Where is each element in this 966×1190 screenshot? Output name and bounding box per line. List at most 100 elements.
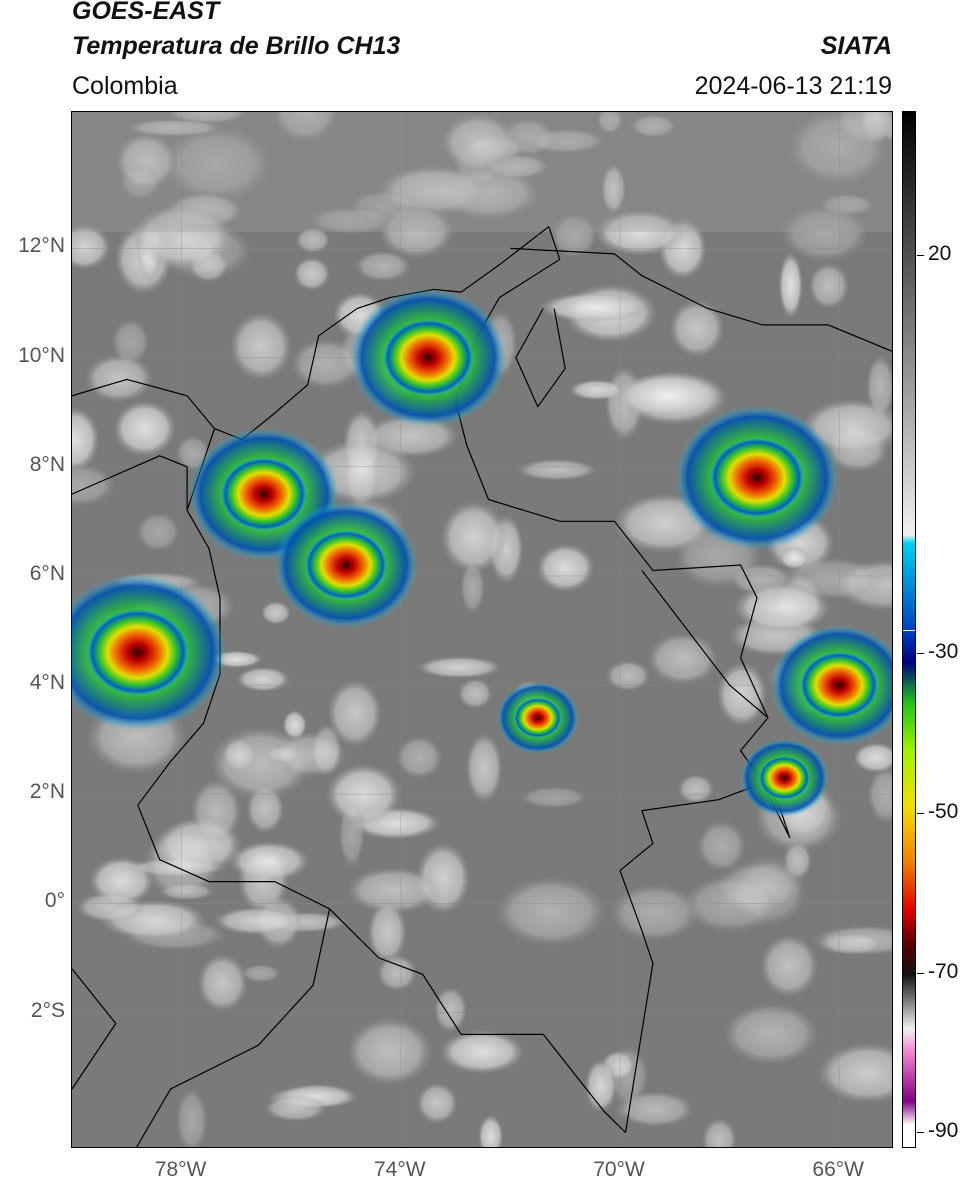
cloud-patch: [346, 867, 441, 914]
border-line: [72, 455, 188, 511]
cloud-patch: [213, 906, 300, 935]
colorbar-tick-label: -30: [928, 640, 959, 664]
region-label: Colombia: [72, 72, 178, 100]
satellite-map[interactable]: [71, 111, 893, 1148]
cloud-patch: [282, 710, 307, 740]
cloud-patch: [697, 820, 746, 872]
cloud-patch: [460, 560, 485, 615]
cloud-patch: [779, 546, 810, 569]
cloud-patch: [136, 512, 181, 552]
lat-tick-label: 10°N: [18, 343, 65, 367]
uraba-cell[interactable]: [219, 456, 308, 532]
cloud-patch: [308, 207, 395, 234]
venezuela-east-cell[interactable]: [799, 651, 880, 720]
catatumbo-cell[interactable]: [382, 318, 475, 397]
colorbar-tick: [917, 972, 924, 974]
cloud-patch: [126, 119, 222, 137]
cloud-patch: [260, 601, 291, 625]
cloud-patch: [569, 379, 626, 401]
cloud-patch: [817, 1042, 892, 1104]
colorbar-tick: [917, 653, 924, 655]
amazon-cell[interactable]: [758, 755, 811, 800]
cloud-patch: [536, 543, 595, 592]
cloud-patch: [263, 1094, 328, 1122]
cloud-patch: [228, 841, 310, 882]
cloud-patch: [416, 1082, 458, 1124]
cloud-patch: [478, 1114, 504, 1147]
cloud-patch: [441, 113, 517, 172]
cloud-patch: [630, 114, 677, 138]
cloud-patch: [72, 406, 100, 473]
cloud-patch: [702, 1117, 737, 1147]
colorbar-tick: [917, 1132, 924, 1134]
antioquia-cell[interactable]: [304, 529, 388, 601]
lat-tick-label: 2°N: [29, 780, 65, 804]
pacific-cell[interactable]: [85, 608, 190, 697]
cloud-band: [72, 112, 892, 232]
cloud-patch: [677, 774, 714, 804]
border-line: [135, 908, 331, 1147]
cloud-patch: [584, 1059, 617, 1113]
cloud-patch: [162, 126, 272, 201]
cloud-patch: [608, 1045, 649, 1107]
colorbar-segment: [903, 1053, 915, 1102]
lat-tick-label: 8°N: [29, 452, 65, 476]
colorbar-segment: [903, 542, 915, 631]
cloud-patch: [594, 209, 685, 256]
cloud-patch: [812, 925, 892, 956]
cloud-patch: [647, 632, 719, 686]
cloud-patch: [778, 252, 803, 319]
colorbar-segment: [903, 805, 915, 862]
cloud-patch: [683, 874, 779, 933]
cloud-patch: [733, 582, 832, 633]
colorbar-segment: [903, 750, 915, 806]
cloud-patch: [378, 203, 455, 259]
cloud-patch: [236, 666, 291, 692]
colorbar-tick-label: -90: [928, 1119, 959, 1143]
cloud-patch: [433, 986, 468, 1033]
cloud-patch: [722, 1002, 820, 1065]
colorbar-tick-label: -50: [928, 799, 959, 823]
lat-tick-label: 6°N: [29, 561, 65, 585]
cloud-patch: [338, 799, 365, 869]
colorbar-segment: [903, 909, 915, 942]
border-line: [72, 968, 117, 1090]
colorbar-tick-label: 20: [928, 241, 952, 265]
colorbar-tick-label: -70: [928, 959, 959, 983]
cloud-patch: [273, 731, 347, 778]
storm-layer: [72, 288, 892, 817]
llanos-cell[interactable]: [513, 697, 562, 739]
cloud-patch: [516, 459, 598, 481]
cloud-patch: [295, 226, 331, 254]
border-line: [641, 570, 769, 719]
colorbar-segment: [903, 973, 915, 1030]
cloud-patch: [495, 876, 607, 947]
cloud-patch: [780, 205, 869, 262]
cloud-patch: [155, 222, 253, 279]
cloud-patch: [538, 292, 650, 323]
cloud-patch: [550, 213, 598, 258]
colorbar-segment: [903, 534, 915, 543]
cloud-patch: [197, 953, 248, 1012]
border-line: [510, 247, 892, 352]
colorbar-segment: [903, 662, 915, 703]
cloud-patch: [417, 656, 502, 679]
cloud-patch: [119, 165, 161, 200]
lon-tick-label: 70°W: [593, 1158, 645, 1181]
cloud-patch: [520, 786, 589, 809]
cloud-patch: [465, 732, 503, 804]
cloud-patch: [835, 112, 892, 145]
cloud-patch: [222, 737, 257, 773]
cloud-patch: [457, 678, 493, 709]
cloud-patch: [176, 1087, 208, 1147]
lat-tick-label: 12°N: [18, 234, 65, 258]
cloud-patch: [111, 318, 150, 366]
lon-tick-label: 78°W: [154, 1158, 207, 1181]
cloud-patch: [327, 679, 383, 748]
colorbar: [902, 111, 916, 1148]
cloud-patch: [526, 128, 606, 153]
lat-tick-label: 0°: [44, 889, 65, 913]
border-line: [515, 308, 566, 408]
cloud-patch: [808, 262, 850, 310]
orinoco-cell[interactable]: [709, 436, 805, 519]
